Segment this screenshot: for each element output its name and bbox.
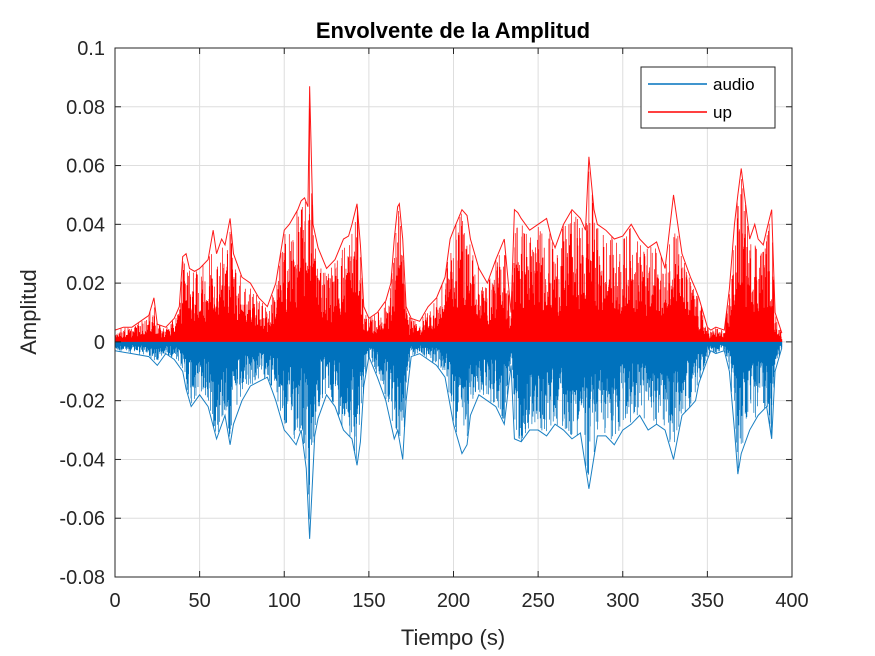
x-tick-label: 400 xyxy=(775,590,808,612)
x-tick-label: 200 xyxy=(437,590,470,612)
y-tick-label: 0.06 xyxy=(66,156,105,178)
series-up-peak-trace xyxy=(114,86,783,334)
y-tick-label: 0.08 xyxy=(66,97,105,119)
x-tick-label: 250 xyxy=(521,590,554,612)
y-tick-label: -0.04 xyxy=(59,449,105,471)
x-axis-label: Tiempo (s) xyxy=(401,625,505,650)
y-tick-label: 0.04 xyxy=(66,214,105,236)
x-tick-label: 100 xyxy=(268,590,301,612)
y-tick-label: -0.06 xyxy=(59,508,105,530)
y-axis-label: Amplitud xyxy=(16,269,41,355)
chart-title: Envolvente de la Amplitud xyxy=(316,18,590,43)
legend-label-audio: audio xyxy=(713,75,755,94)
x-tick-label: 0 xyxy=(109,590,120,612)
y-tick-label: -0.02 xyxy=(59,391,105,413)
axis-ticks: 0 50 100 150 200 250 300 350 400 -0.08 -0.06 -0.04 -… xyxy=(59,38,808,612)
y-tick-label: -0.08 xyxy=(59,567,105,589)
y-tick-label: 0.02 xyxy=(66,273,105,295)
legend-label-up: up xyxy=(713,103,732,122)
y-tick-label: 0.1 xyxy=(77,38,105,60)
legend: audio up xyxy=(640,66,776,129)
x-tick-label: 350 xyxy=(691,590,724,612)
y-tick-label: 0 xyxy=(94,332,105,354)
series-audio-peak-trace xyxy=(114,347,783,539)
x-tick-label: 300 xyxy=(606,590,639,612)
x-tick-label: 50 xyxy=(189,590,211,612)
legend-box xyxy=(640,66,776,129)
x-tick-label: 150 xyxy=(352,590,385,612)
